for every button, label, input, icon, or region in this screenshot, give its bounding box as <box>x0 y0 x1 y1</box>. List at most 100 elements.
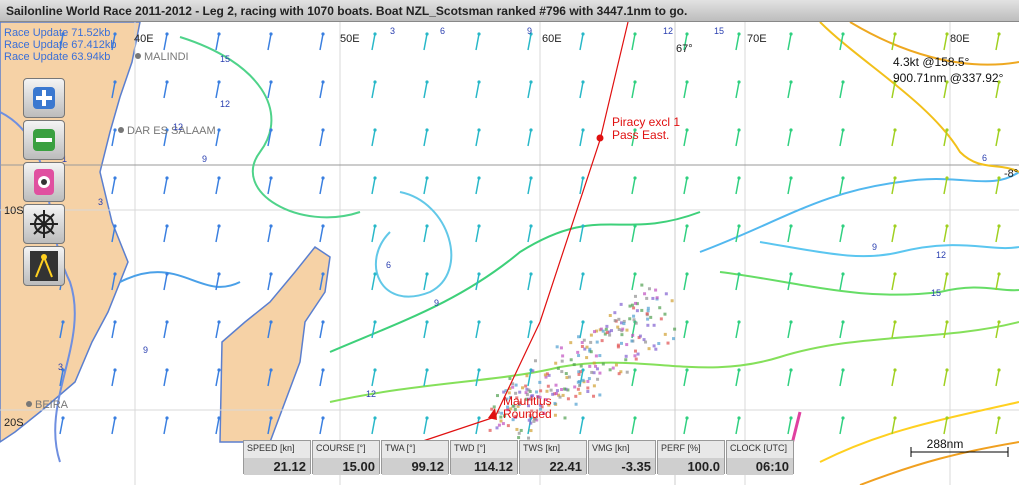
fleet-boat <box>654 347 658 351</box>
center-boat-button[interactable] <box>23 162 65 202</box>
fleet-boat <box>580 344 584 348</box>
wind-arrow-head <box>789 320 793 324</box>
fleet-boat <box>504 389 508 393</box>
fleet-boat <box>587 377 591 381</box>
fleet-boat <box>611 366 615 370</box>
fleet-boat <box>559 346 563 350</box>
fleet-boat <box>589 340 593 344</box>
wind-arrow <box>475 81 480 99</box>
fleet-boat <box>507 391 511 395</box>
wind-arrow-head <box>165 416 169 420</box>
wind-arrow-head <box>477 32 481 36</box>
fleet-boat <box>524 397 528 401</box>
wind-arrow <box>631 417 636 435</box>
wind-arrow-head <box>789 368 793 372</box>
fleet-boat <box>640 308 644 312</box>
wind-arrow <box>423 369 428 387</box>
fleet-boat <box>564 372 568 376</box>
fleet-boat <box>502 390 506 394</box>
wind-arrow-head <box>789 32 793 36</box>
waypoint-label: Piracy excl 1 <box>612 115 680 129</box>
wind-arrow <box>891 273 896 291</box>
fleet-boat <box>646 323 650 327</box>
polar-button[interactable] <box>23 246 65 286</box>
fleet-boat <box>632 314 636 318</box>
fleet-boat <box>499 415 503 419</box>
wind-arrow <box>267 33 272 51</box>
wind-arrow-head <box>477 80 481 84</box>
fleet-boat <box>607 330 611 334</box>
wind-arrow-head <box>893 416 897 420</box>
wind-arrow <box>683 33 688 51</box>
wind-arrow-head <box>269 272 273 276</box>
wind-arrow-head <box>217 32 221 36</box>
wind-arrow-head <box>113 272 117 276</box>
wind-arrow <box>683 177 688 195</box>
fleet-boat <box>569 341 573 345</box>
instrument: COURSE [°] 15.00 <box>312 440 380 475</box>
fleet-boat <box>633 294 637 298</box>
steering-button[interactable] <box>23 204 65 244</box>
fleet-boat <box>524 384 528 388</box>
wind-arrow <box>579 33 584 51</box>
wind-arrow <box>423 33 428 51</box>
wind-arrow <box>683 273 688 291</box>
zoom-in-button[interactable] <box>23 78 65 118</box>
wind-arrow <box>423 177 428 195</box>
wind-arrow <box>163 321 168 339</box>
wind-arrow-head <box>789 128 793 132</box>
wind-arrow <box>475 33 480 51</box>
wind-arrow-head <box>945 32 949 36</box>
wind-arrow-head <box>997 224 1001 228</box>
fleet-boat <box>535 390 539 394</box>
wind-arrow <box>267 129 272 147</box>
contour-label: 3 <box>58 362 63 372</box>
wind-arrow-head <box>945 368 949 372</box>
fleet-boat <box>553 392 557 396</box>
wind-arrow-head <box>789 224 793 228</box>
instrument-label: VMG [kn] <box>589 441 655 458</box>
wind-arrow-head <box>165 176 169 180</box>
grid-label: 20S <box>4 417 24 429</box>
fleet-boat <box>500 411 504 415</box>
wind-arrow <box>579 321 584 339</box>
wind-arrow-head <box>633 368 637 372</box>
grid-label: 60E <box>542 33 562 45</box>
zoom-out-button[interactable] <box>23 120 65 160</box>
fleet-boat <box>496 410 500 414</box>
wind-arrow <box>423 417 428 435</box>
wind-arrow <box>215 321 220 339</box>
wind-arrow <box>631 273 636 291</box>
fleet-boat <box>527 418 531 422</box>
fleet-boat <box>577 354 581 358</box>
wind-arrow-head <box>373 416 377 420</box>
wind-arrow <box>943 225 948 243</box>
wind-arrow-head <box>373 32 377 36</box>
wind-arrow-head <box>165 224 169 228</box>
wind-arrow-head <box>113 416 117 420</box>
wind-arrow <box>163 369 168 387</box>
race-update: Race Update 67.412kb <box>4 39 117 51</box>
fleet-boat <box>529 429 533 433</box>
wind-arrow-head <box>685 80 689 84</box>
wind-arrow <box>163 33 168 51</box>
wind-arrow-head <box>893 224 897 228</box>
wind-arrow-head <box>113 80 117 84</box>
fleet-boat <box>518 401 522 405</box>
fleet-boat <box>586 390 590 394</box>
wind-arrow-head <box>373 80 377 84</box>
instrument-label: TWS [kn] <box>520 441 586 458</box>
instrument-value: 15.00 <box>313 458 379 475</box>
wind-arrow <box>787 225 792 243</box>
wind-arrow <box>839 417 844 435</box>
wind-arrow-head <box>997 416 1001 420</box>
fleet-boat <box>634 357 638 361</box>
wind-arrow-head <box>685 272 689 276</box>
wind-arrow-head <box>581 176 585 180</box>
fleet-boat <box>578 384 582 388</box>
contour-label: 12 <box>173 122 183 132</box>
contour-label: 9 <box>202 154 207 164</box>
fleet-boat <box>617 317 621 321</box>
fleet-boat <box>635 302 639 306</box>
wind-arrow-head <box>685 128 689 132</box>
